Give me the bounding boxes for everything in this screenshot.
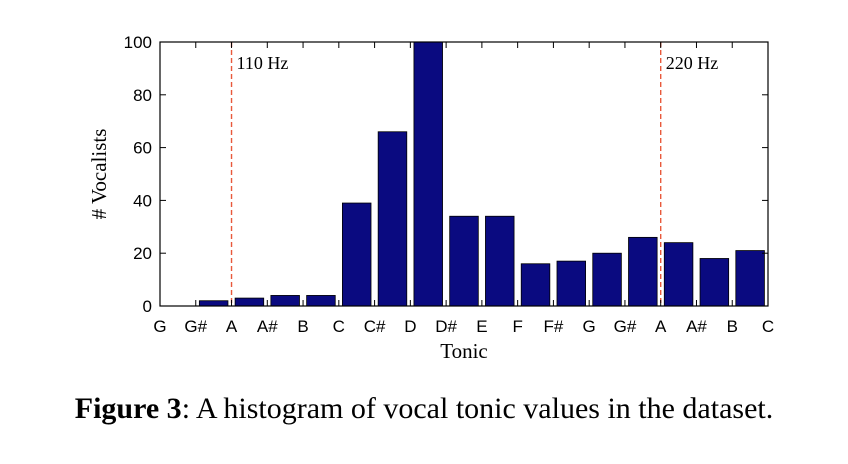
reference-lines: 110 Hz 220 Hz [230,42,719,306]
x-tick-label: C [762,317,774,336]
x-axis-label: Tonic [440,339,488,363]
x-tick-label: G [583,317,596,336]
y-axis-label: # Vocalists [87,129,111,220]
figure-label: Figure 3 [74,392,182,425]
bar-g-sharp-12 [628,236,658,307]
x-tick-label: E [476,317,487,336]
x-tick-label: A# [686,317,707,336]
y-tick-label: 80 [133,86,152,105]
x-tick-label: B [727,317,738,336]
y-tick-label: 0 [143,297,152,316]
reference-line-label: 110 Hz [237,53,289,73]
x-axis-ticks: G G# A A# B C C# D D# E F F# G G# A A# B C [153,42,774,336]
y-tick-label: 60 [133,139,152,158]
bar-a-sharp-14 [699,258,730,307]
figure-caption: Figure 3: A histogram of vocal tonic val… [0,392,848,426]
bar-c-sharp-5 [377,131,408,307]
bar-a-13 [663,242,694,307]
x-tick-label: G# [184,317,207,336]
x-tick-label: F [512,317,522,336]
x-tick-label: C [333,317,345,336]
y-tick-label: 100 [124,33,152,52]
x-tick-label: G [153,317,166,336]
y-axis-ticks: 0 20 40 60 80 100 [124,33,768,316]
bar-d-sharp-7 [449,215,479,307]
bar-a-sharp-2 [270,295,300,307]
x-tick-label: A# [257,317,278,336]
reference-line-label: 220 Hz [666,53,719,73]
x-tick-label: A [655,317,667,336]
bar-g-11 [592,252,622,307]
figure-caption-text: : A histogram of vocal tonic values in t… [181,392,774,425]
bar-g-sharp-0 [198,300,229,307]
bar-c-4 [341,202,372,307]
axes-frame [159,41,769,307]
x-tick-label: D [404,317,416,336]
x-tick-label: G# [614,317,637,336]
y-tick-label: 20 [133,244,152,263]
x-tick-label: C# [364,317,386,336]
bar-b-15 [735,250,765,307]
y-tick-label: 40 [133,191,152,210]
histogram-chart: 110 Hz 220 Hz 0 20 40 60 80 100 G G# A A# B C C# D D# E… [87,33,774,363]
bar-b-3 [306,295,336,307]
bar-a-1 [234,297,265,307]
x-tick-label: A [226,317,238,336]
x-tick-label: D# [435,317,457,336]
bar-f-sharp-10 [556,260,586,307]
x-tick-label: F# [543,317,563,336]
bar-e-8 [485,215,515,307]
bar-d-6 [413,41,443,307]
x-tick-label: B [297,317,308,336]
bars-group [198,41,765,307]
bar-f-9 [520,263,551,307]
